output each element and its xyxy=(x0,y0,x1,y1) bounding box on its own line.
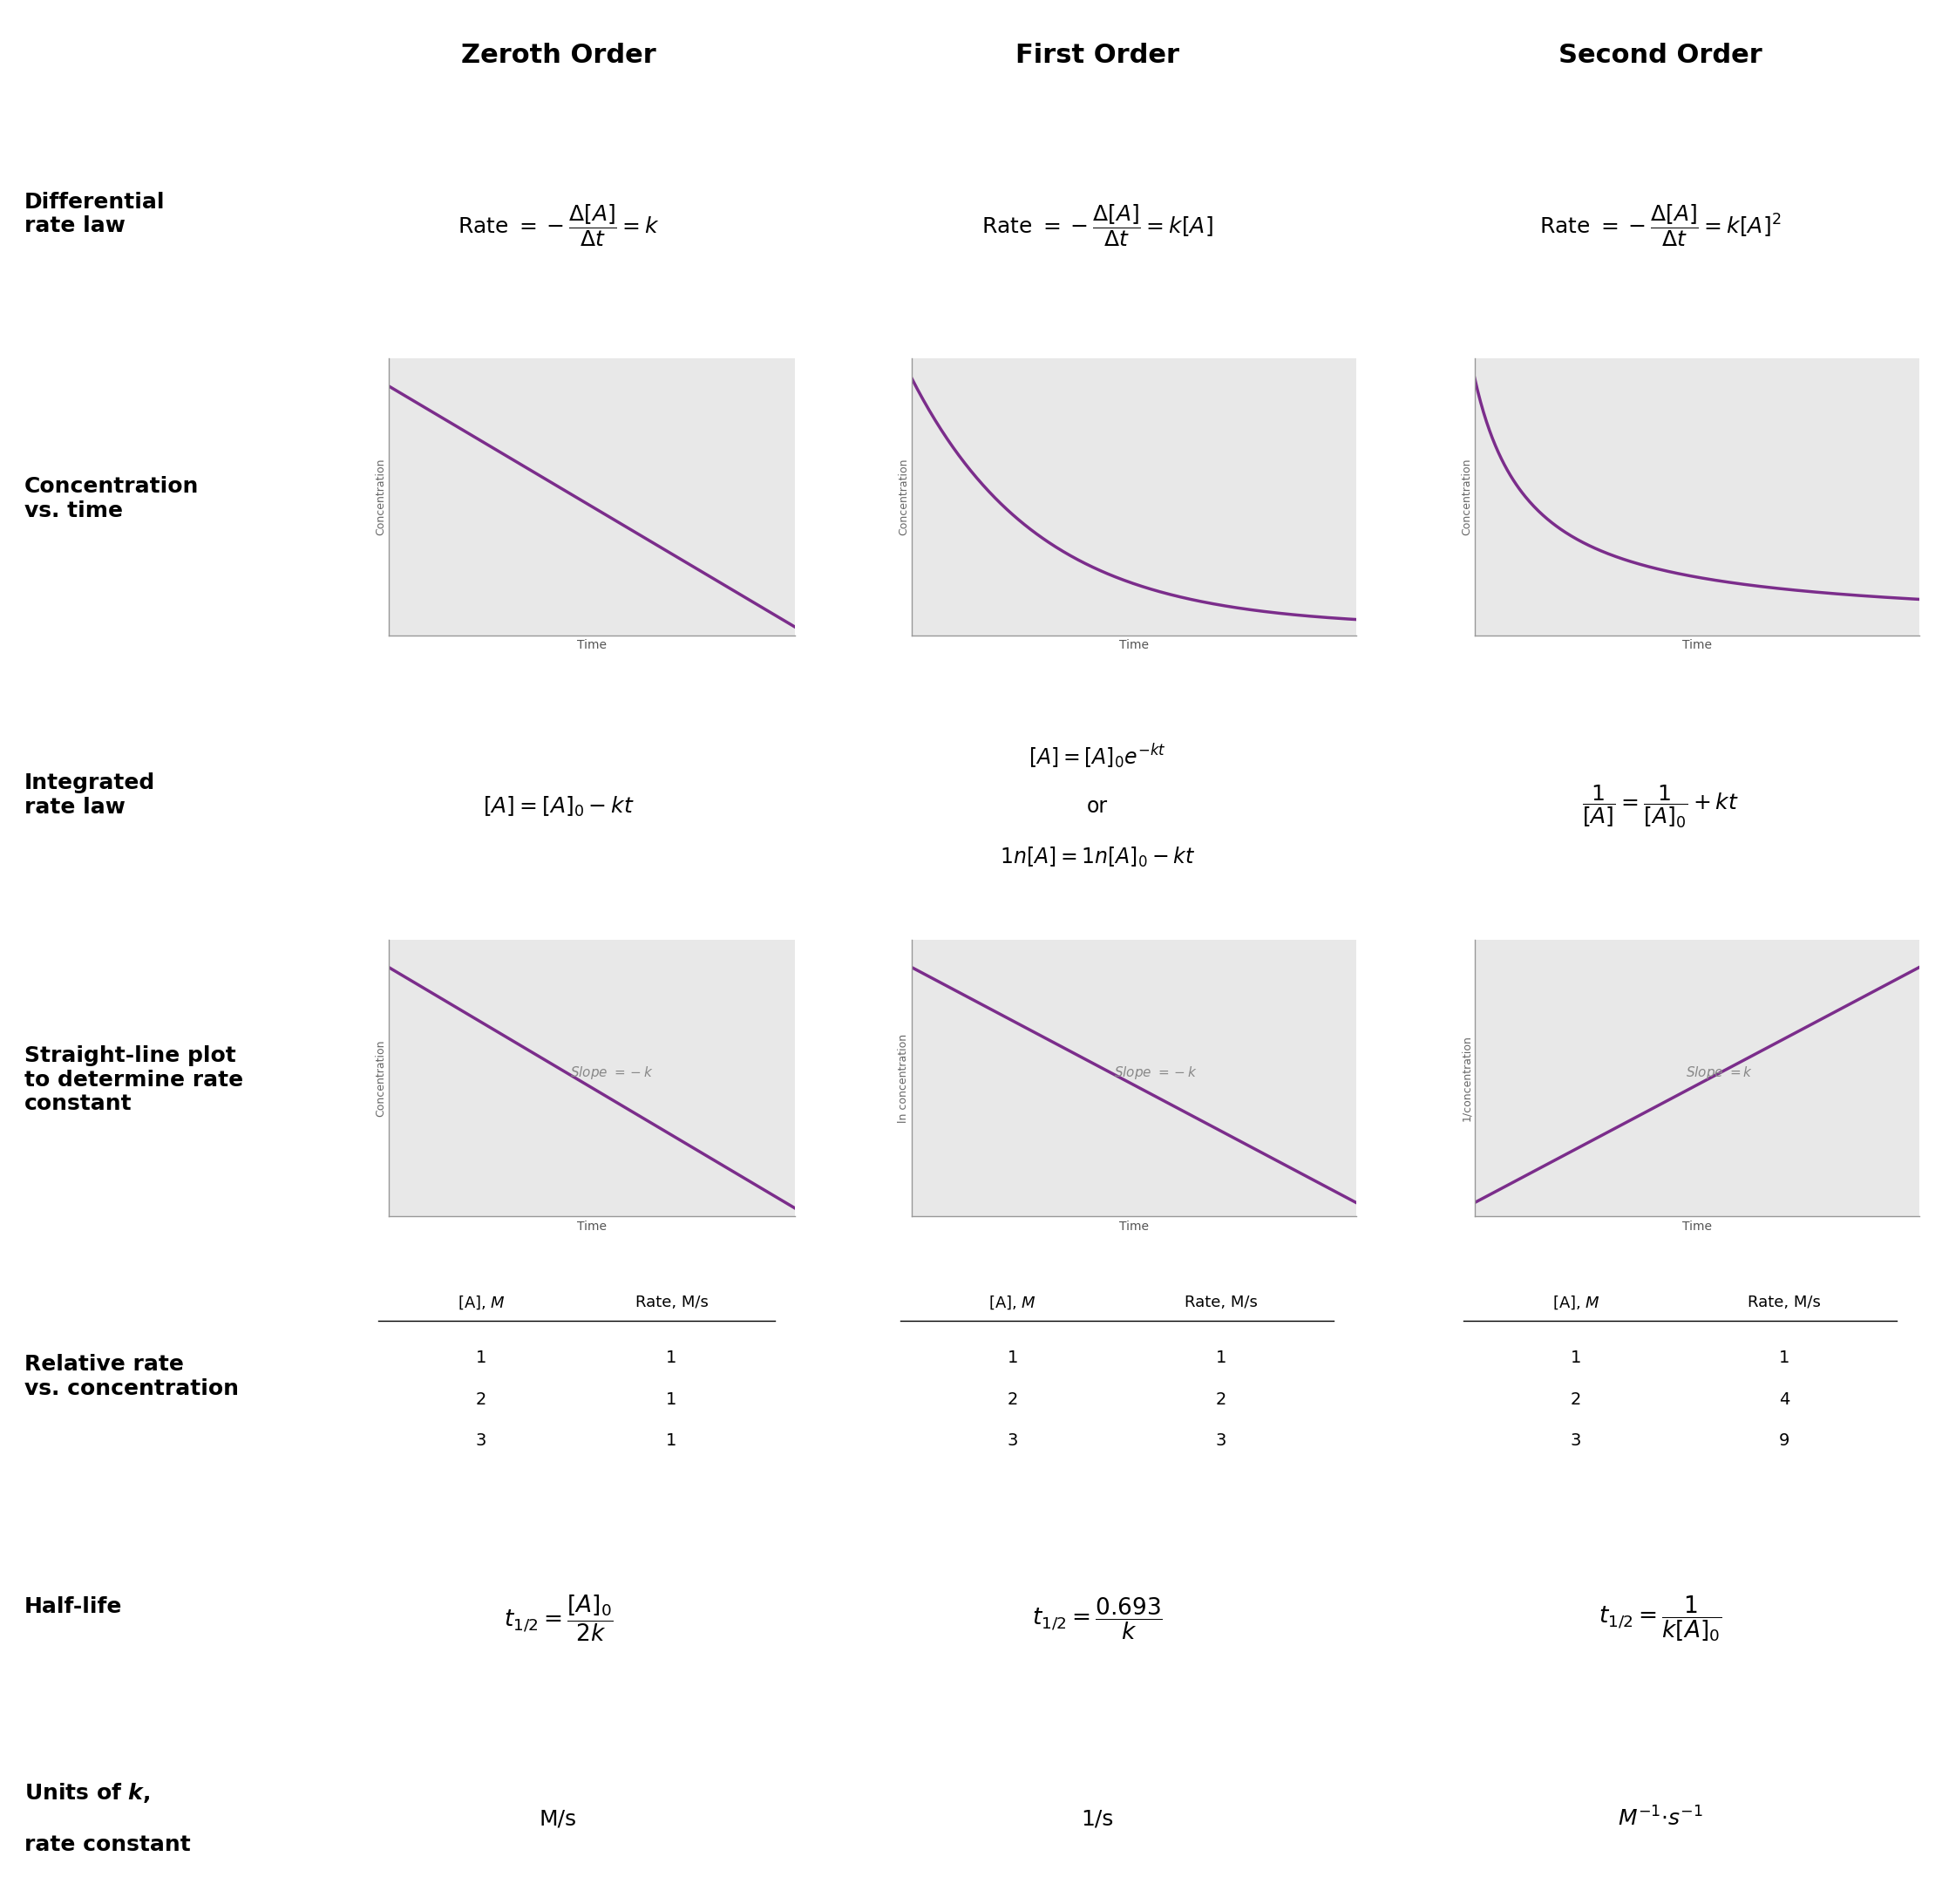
Text: 1: 1 xyxy=(1216,1350,1227,1367)
Text: 1: 1 xyxy=(1571,1350,1581,1367)
Y-axis label: Concentration: Concentration xyxy=(375,459,386,535)
Text: $[A] = [A]_0 - kt$: $[A] = [A]_0 - kt$ xyxy=(484,794,633,819)
Text: 2: 2 xyxy=(1216,1392,1227,1407)
Text: Slope $= -k$: Slope $= -k$ xyxy=(571,1064,654,1081)
Text: Rate $= -\dfrac{\Delta[A]}{\Delta t} = k$: Rate $= -\dfrac{\Delta[A]}{\Delta t} = k… xyxy=(456,202,660,249)
X-axis label: Time: Time xyxy=(577,640,606,651)
Text: Integrated
rate law: Integrated rate law xyxy=(23,773,155,817)
X-axis label: Time: Time xyxy=(1119,1220,1148,1232)
Text: rate constant: rate constant xyxy=(23,1834,190,1854)
Y-axis label: Concentration: Concentration xyxy=(897,459,909,535)
Text: or: or xyxy=(1088,796,1107,817)
Text: Zeroth Order: Zeroth Order xyxy=(460,42,656,69)
Text: 1: 1 xyxy=(1779,1350,1791,1367)
Text: 3: 3 xyxy=(476,1432,487,1449)
Text: $M^{-1}{\cdot}s^{-1}$: $M^{-1}{\cdot}s^{-1}$ xyxy=(1618,1807,1703,1830)
Y-axis label: Concentration: Concentration xyxy=(375,1040,386,1116)
X-axis label: Time: Time xyxy=(1119,640,1148,651)
Text: Rate, M/s: Rate, M/s xyxy=(635,1295,709,1310)
Text: [A], $M$: [A], $M$ xyxy=(1552,1295,1600,1312)
Text: 1/s: 1/s xyxy=(1082,1809,1113,1830)
Y-axis label: ln concentration: ln concentration xyxy=(897,1034,909,1123)
Y-axis label: 1/concentration: 1/concentration xyxy=(1460,1036,1472,1121)
Text: 4: 4 xyxy=(1779,1392,1791,1407)
Text: [A], $M$: [A], $M$ xyxy=(988,1295,1037,1312)
Text: $\dfrac{1}{[A]} = \dfrac{1}{[A]_0} + kt$: $\dfrac{1}{[A]} = \dfrac{1}{[A]_0} + kt$ xyxy=(1583,784,1738,830)
Text: 1: 1 xyxy=(1008,1350,1018,1367)
Text: Differential
rate law: Differential rate law xyxy=(23,192,165,236)
Text: [A], $M$: [A], $M$ xyxy=(456,1295,505,1312)
Text: $1n[A] = 1n[A]_0 - kt$: $1n[A] = 1n[A]_0 - kt$ xyxy=(1000,845,1194,870)
Text: 3: 3 xyxy=(1571,1432,1581,1449)
Text: 9: 9 xyxy=(1779,1432,1791,1449)
Text: $t_{1/2} = \dfrac{1}{k[A]_0}$: $t_{1/2} = \dfrac{1}{k[A]_0}$ xyxy=(1598,1594,1723,1643)
Text: Rate, M/s: Rate, M/s xyxy=(1185,1295,1258,1310)
Text: Second Order: Second Order xyxy=(1559,42,1761,69)
Text: Units of $\bfit{k}$,: Units of $\bfit{k}$, xyxy=(23,1782,150,1805)
Text: Rate, M/s: Rate, M/s xyxy=(1748,1295,1822,1310)
Text: Rate $= -\dfrac{\Delta[A]}{\Delta t} = k[A]^2$: Rate $= -\dfrac{\Delta[A]}{\Delta t} = k… xyxy=(1540,202,1781,249)
Y-axis label: Concentration: Concentration xyxy=(1460,459,1472,535)
Text: Slope $= -k$: Slope $= -k$ xyxy=(1115,1064,1198,1081)
Text: 1: 1 xyxy=(666,1350,678,1367)
X-axis label: Time: Time xyxy=(577,1220,606,1232)
Text: Half-life: Half-life xyxy=(23,1596,122,1616)
Text: 1: 1 xyxy=(476,1350,487,1367)
X-axis label: Time: Time xyxy=(1682,640,1711,651)
Text: $t_{1/2} = \dfrac{0.693}{k}$: $t_{1/2} = \dfrac{0.693}{k}$ xyxy=(1031,1596,1163,1641)
Text: M/s: M/s xyxy=(540,1809,577,1830)
Text: 2: 2 xyxy=(1571,1392,1581,1407)
Text: First Order: First Order xyxy=(1016,42,1179,69)
Text: 2: 2 xyxy=(476,1392,487,1407)
Text: 1: 1 xyxy=(666,1392,678,1407)
Text: 1: 1 xyxy=(666,1432,678,1449)
Text: Rate $= -\dfrac{\Delta[A]}{\Delta t} = k[A]$: Rate $= -\dfrac{\Delta[A]}{\Delta t} = k… xyxy=(981,202,1214,249)
Text: $[A] = [A]_{0}e^{-kt}$: $[A] = [A]_{0}e^{-kt}$ xyxy=(1029,743,1165,771)
Text: Slope $= k$: Slope $= k$ xyxy=(1686,1064,1754,1081)
Text: 3: 3 xyxy=(1216,1432,1227,1449)
Text: Relative rate
vs. concentration: Relative rate vs. concentration xyxy=(23,1354,239,1399)
Text: 3: 3 xyxy=(1008,1432,1018,1449)
Text: Concentration
vs. time: Concentration vs. time xyxy=(23,476,198,522)
Text: Straight-line plot
to determine rate
constant: Straight-line plot to determine rate con… xyxy=(23,1045,243,1114)
Text: $t_{1/2} = \dfrac{[A]_0}{2k}$: $t_{1/2} = \dfrac{[A]_0}{2k}$ xyxy=(503,1594,614,1643)
X-axis label: Time: Time xyxy=(1682,1220,1711,1232)
Text: 2: 2 xyxy=(1008,1392,1018,1407)
